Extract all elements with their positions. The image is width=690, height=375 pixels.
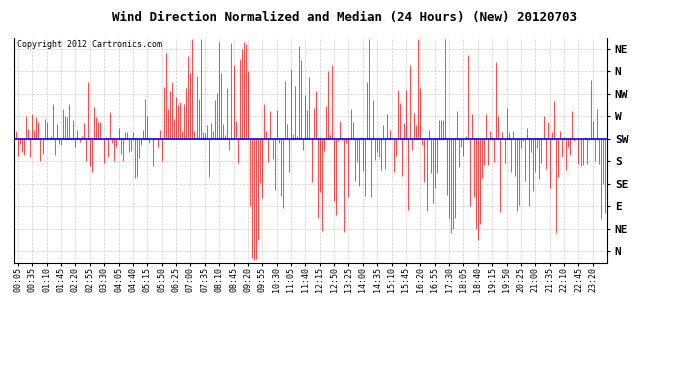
- Text: Wind Direction Normalized and Median (24 Hours) (New) 20120703: Wind Direction Normalized and Median (24…: [112, 11, 578, 24]
- Text: Copyright 2012 Cartronics.com: Copyright 2012 Cartronics.com: [17, 40, 161, 49]
